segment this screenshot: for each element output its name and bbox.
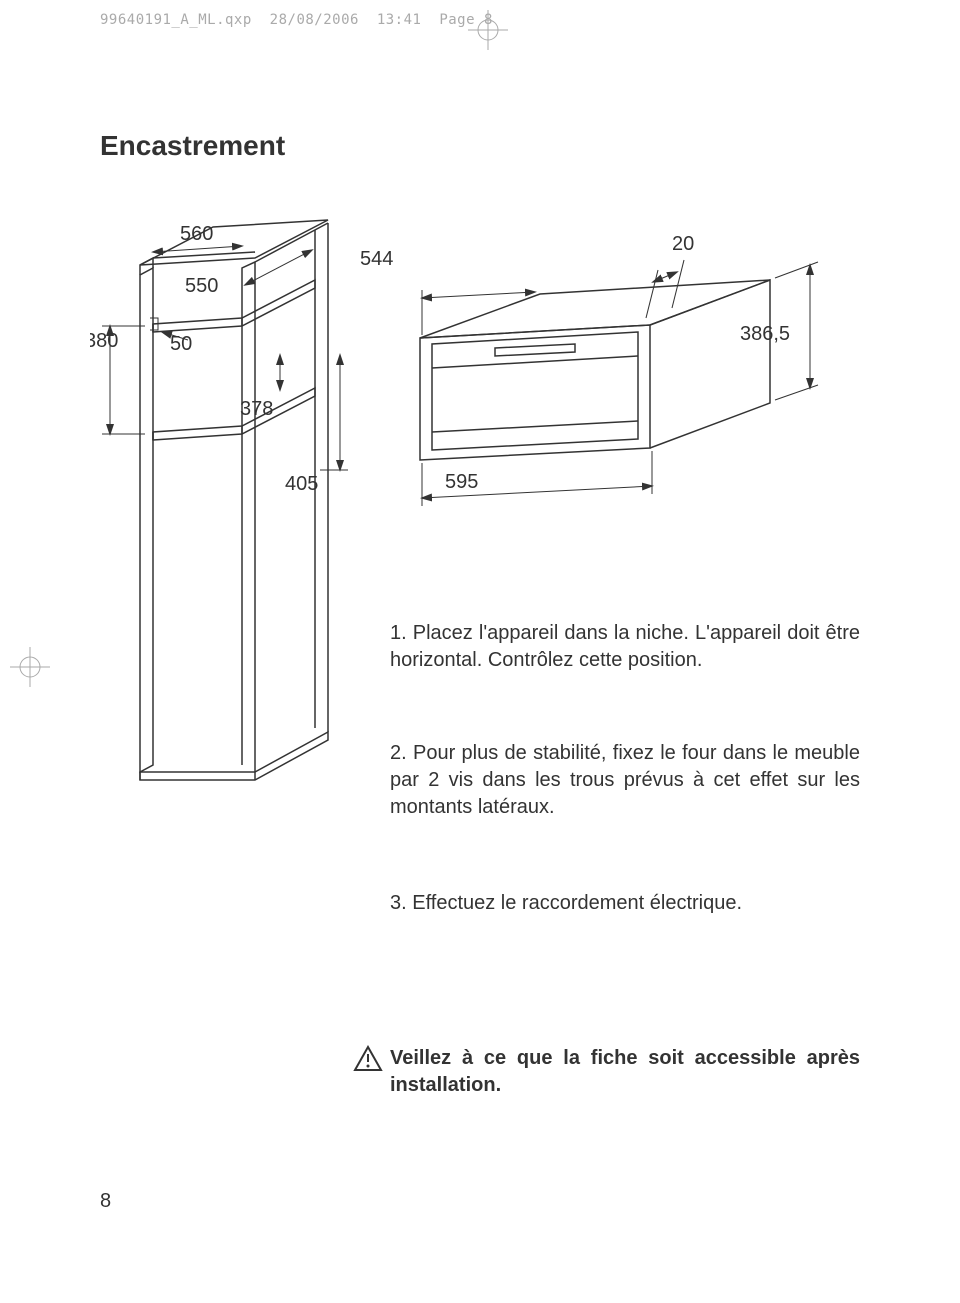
registration-mark-top-icon [468, 10, 508, 50]
dim-378: 378 [240, 398, 273, 420]
dim-544: 544 [360, 248, 393, 270]
dim-595: 595 [445, 471, 478, 493]
page-title: Encastrement [100, 130, 285, 162]
dim-560: 560 [180, 223, 213, 245]
header-date: 28/08/2006 [270, 12, 359, 28]
warning-text: Veillez à ce que la fiche soit accessibl… [390, 1045, 860, 1099]
registration-mark-left-icon [10, 647, 50, 687]
dim-405: 405 [285, 473, 318, 495]
document-header: 99640191_A_ML.qxp 28/08/2006 13:41 Page … [100, 12, 493, 28]
cabinet-drawing [140, 220, 328, 780]
instruction-step-1: 1. Placez l'appareil dans la niche. L'ap… [390, 620, 860, 674]
dim-550: 550 [185, 275, 218, 297]
instruction-step-2: 2. Pour plus de stabilité, fixez le four… [390, 740, 860, 821]
instruction-step-3: 3. Effectuez le raccordement électrique. [390, 890, 860, 917]
dim-20: 20 [672, 233, 694, 255]
page-number: 8 [100, 1190, 111, 1213]
header-time: 13:41 [377, 12, 422, 28]
header-filename: 99640191_A_ML.qxp [100, 12, 252, 28]
dim-50: 50 [170, 333, 192, 355]
dim-386-5: 386,5 [740, 323, 790, 345]
dim-380: 380 [90, 330, 118, 352]
warning-icon [353, 1045, 383, 1073]
oven-drawing: 544 20 386,5 595 [360, 233, 818, 506]
technical-diagram: 380 560 550 50 378 405 544 [90, 210, 860, 800]
